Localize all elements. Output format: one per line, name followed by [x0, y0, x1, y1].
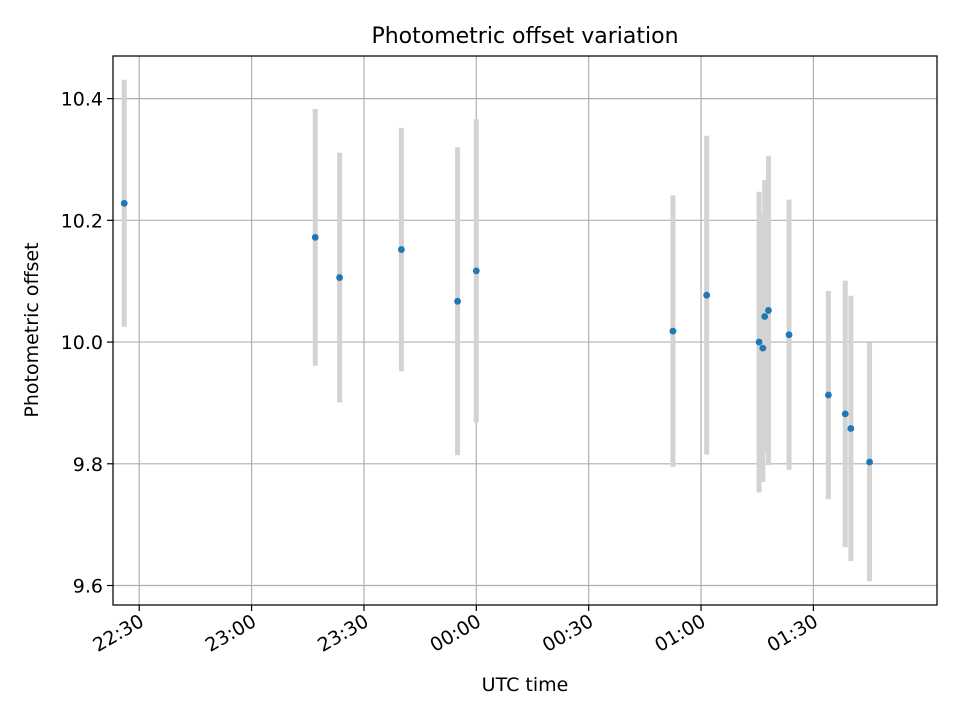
plot-frame	[112, 55, 938, 606]
data-point	[841, 410, 849, 418]
y-axis-label: Photometric offset	[21, 242, 43, 417]
y-tick-label: 9.8	[73, 454, 103, 476]
x-tick-label: 00:30	[539, 610, 597, 656]
x-tick-label: 01:00	[651, 610, 709, 656]
data-point	[454, 297, 461, 305]
data-point	[336, 274, 343, 281]
data-point	[759, 344, 767, 352]
data-point	[398, 246, 405, 253]
data-point	[120, 199, 128, 207]
data-point	[669, 327, 677, 335]
data-point	[824, 391, 832, 399]
x-tick-label: 00:00	[426, 610, 484, 656]
x-tick-label: 22:30	[89, 610, 147, 656]
y-tick-label: 10.4	[61, 89, 103, 111]
data-point	[761, 313, 769, 320]
data-point	[847, 425, 855, 432]
data-point	[703, 291, 711, 299]
x-axis-label: UTC time	[482, 674, 569, 696]
x-axis-ticks: 22:30 23:00 23:30 00:00 00:30 01:00 01:30	[89, 605, 822, 657]
data-point	[785, 331, 793, 339]
data-point	[755, 338, 763, 346]
error-bars	[121, 79, 873, 582]
x-tick-label: 23:00	[202, 610, 260, 656]
data-point	[765, 307, 772, 314]
grid	[113, 56, 937, 605]
data-point	[472, 267, 480, 275]
data-point	[311, 233, 319, 241]
x-tick-label: 23:30	[314, 610, 372, 656]
y-axis-ticks: 9.6 9.8 10.0 10.2 10.4	[61, 89, 113, 598]
x-tick-label: 01:30	[763, 610, 821, 656]
data-points	[120, 199, 873, 466]
y-tick-label: 10.2	[61, 210, 103, 232]
y-tick-label: 9.6	[73, 576, 103, 598]
chart-title: Photometric offset variation	[371, 24, 678, 49]
y-tick-label: 10.0	[61, 332, 103, 354]
data-point	[866, 458, 873, 466]
